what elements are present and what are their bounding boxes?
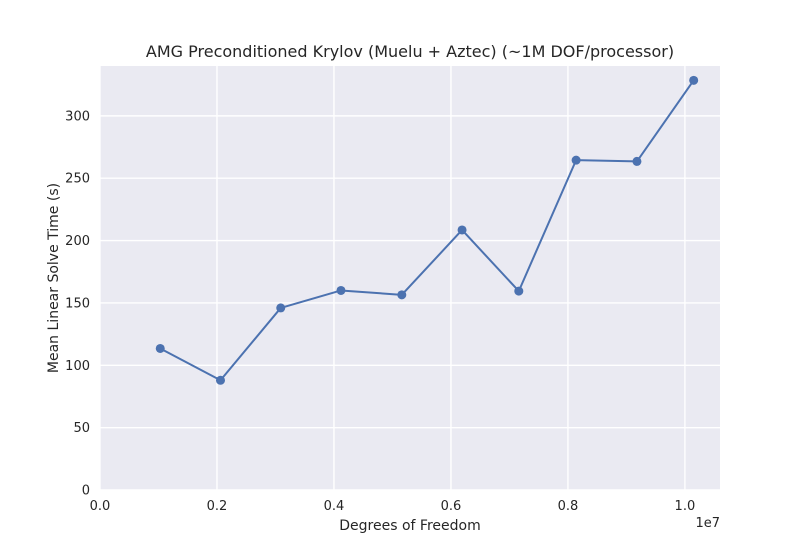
data-point [514,286,524,296]
y-tick-label: 200 [65,234,90,249]
data-point [336,285,346,295]
y-tick-label: 150 [65,296,90,311]
y-tick-label: 100 [65,359,90,374]
x-axis: 0.0 0.2 0.4 0.6 0.8 1.0 [90,499,696,514]
y-tick-label: 50 [73,421,90,436]
data-point [689,75,699,85]
series-layer [155,75,699,385]
plot-area [100,66,720,490]
grid [99,66,720,491]
x-tick-label: 0.6 [441,499,462,514]
y-tick-label: 250 [65,172,90,187]
x-axis-label: Degrees of Freedom [339,518,480,534]
series-line [159,79,695,382]
data-point [632,156,642,166]
y-tick-label: 300 [65,109,90,124]
x-tick-label: 0.0 [90,499,111,514]
x-tick-label: 0.2 [207,499,228,514]
x-tick-label: 1.0 [675,499,696,514]
y-axis: 0 50 100 150 200 250 300 [65,109,90,498]
x-axis-offset-label: 1e7 [695,516,720,531]
x-tick-label: 0.8 [558,499,579,514]
data-point [457,225,467,235]
chart-title: AMG Preconditioned Krylov (Muelu + Aztec… [146,42,674,61]
data-point [571,155,581,165]
data-point [397,290,407,300]
x-tick-label: 0.4 [324,499,345,514]
y-axis-label: Mean Linear Solve Time (s) [46,183,62,373]
data-point [215,375,225,385]
data-point [155,343,165,353]
data-point [276,303,286,313]
y-tick-label: 0 [82,484,90,499]
